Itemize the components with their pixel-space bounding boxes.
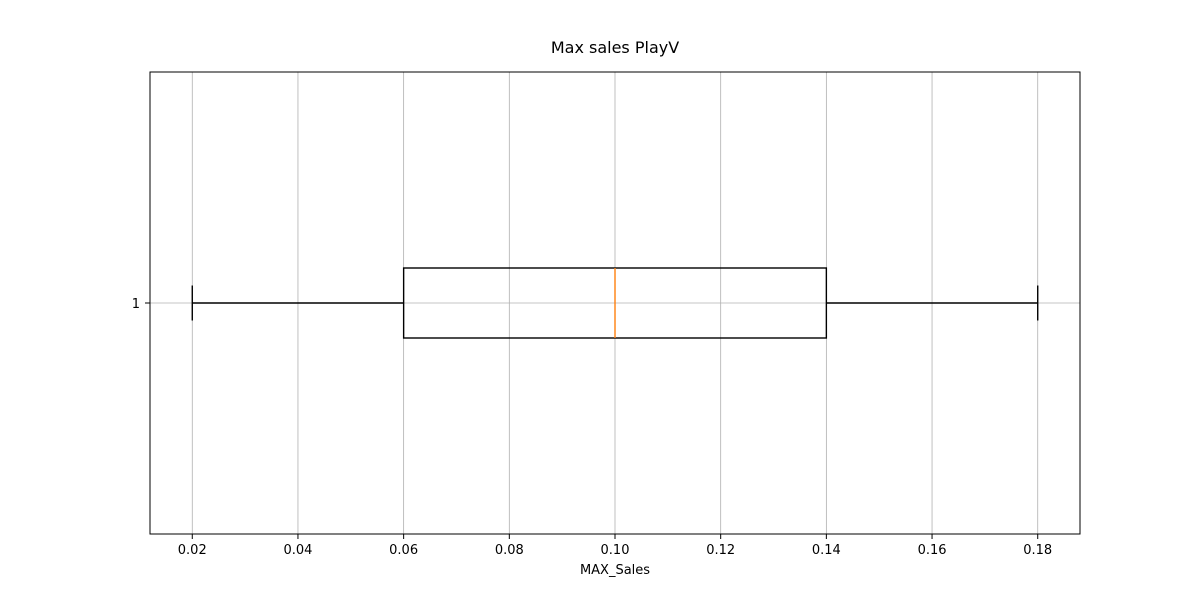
x-tick-label: 0.04: [283, 543, 312, 558]
x-tick-label: 0.18: [1023, 543, 1052, 558]
x-tick-label: 0.06: [389, 543, 418, 558]
y-tick-label: 1: [132, 297, 140, 312]
x-tick-label: 0.08: [495, 543, 524, 558]
x-tick-label: 0.12: [706, 543, 735, 558]
x-axis-label: MAX_Sales: [580, 563, 650, 578]
x-axis-ticks: 0.02 0.04 0.06 0.08 0.10 0.12 0.14 0.16 0.18: [178, 534, 1052, 558]
y-axis-ticks: 1: [132, 297, 150, 312]
x-tick-label: 0.02: [178, 543, 207, 558]
chart-title: Max sales PlayV: [551, 38, 679, 57]
x-tick-label: 0.10: [601, 543, 630, 558]
x-tick-label: 0.16: [918, 543, 947, 558]
x-tick-label: 0.14: [812, 543, 841, 558]
box-plot-layer: [191, 267, 1039, 339]
